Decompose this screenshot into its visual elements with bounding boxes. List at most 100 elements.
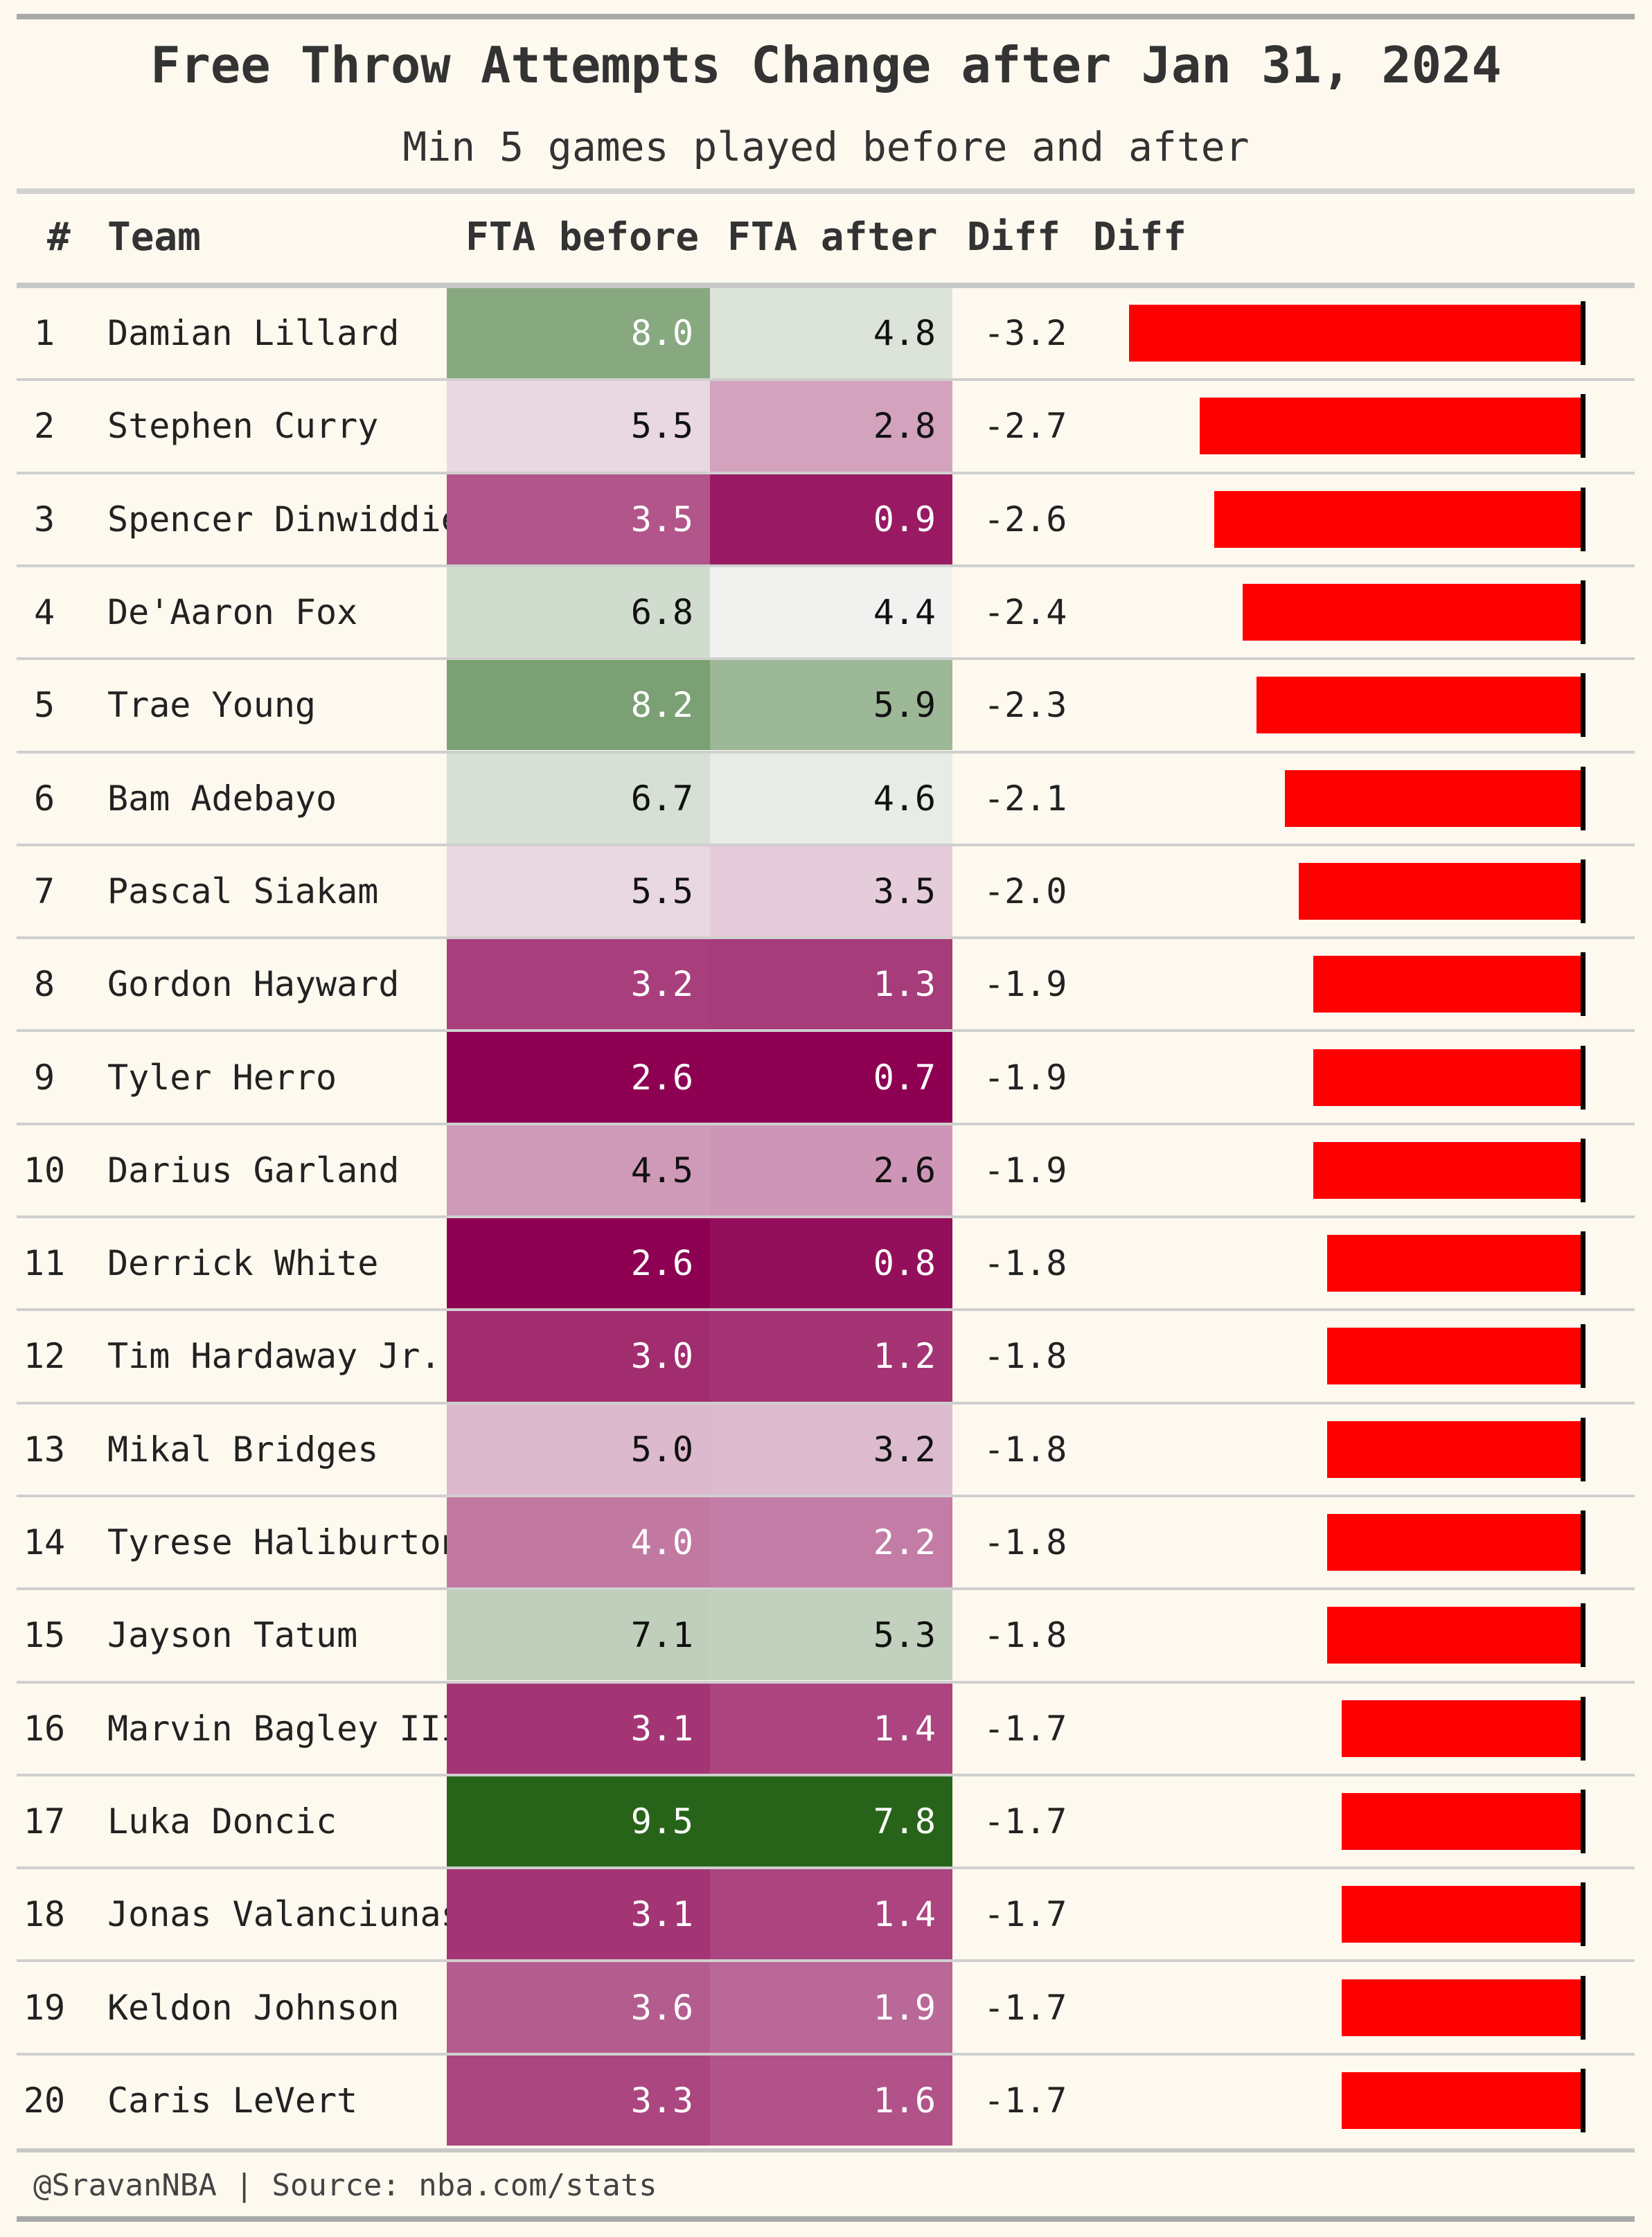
- table-row: 20 Caris LeVert 3.3 1.6 -1.7: [0, 2055, 1652, 2146]
- fta-after-cell: 1.3: [710, 939, 952, 1030]
- table-row: 14 Tyrese Haliburton 4.0 2.2 -1.8: [0, 1497, 1652, 1588]
- fta-after-cell: 0.9: [710, 474, 952, 564]
- player-name: Bam Adebayo: [107, 778, 337, 819]
- row-divider: [17, 1401, 1635, 1405]
- fta-after-cell: 5.3: [710, 1590, 952, 1681]
- zero-line: [1581, 1045, 1586, 1109]
- rank-cell: 20: [23, 2080, 66, 2121]
- row-divider: [17, 1029, 1635, 1033]
- table-row: 8 Gordon Hayward 3.2 1.3 -1.9: [0, 939, 1652, 1030]
- fta-after-cell: 4.8: [710, 288, 952, 379]
- player-name: Mikal Bridges: [107, 1429, 379, 1470]
- rank-cell: 3: [33, 499, 55, 540]
- fta-after-cell: 2.6: [710, 1125, 952, 1215]
- zero-line: [1581, 952, 1586, 1017]
- row-divider: [17, 1959, 1635, 1963]
- header-divider: [17, 283, 1635, 288]
- player-name: Tim Hardaway Jr.: [107, 1336, 441, 1377]
- zero-line: [1581, 1138, 1586, 1202]
- table-row: 13 Mikal Bridges 5.0 3.2 -1.8: [0, 1404, 1652, 1495]
- diff-value: -1.9: [984, 1057, 1067, 1098]
- diff-value: -2.6: [984, 499, 1067, 540]
- rank-cell: 8: [33, 964, 55, 1005]
- rank-cell: 13: [23, 1429, 66, 1470]
- diff-value: -2.7: [984, 406, 1067, 447]
- diff-bar: [1327, 1420, 1582, 1478]
- diff-value: -1.8: [984, 1243, 1067, 1284]
- player-name: Gordon Hayward: [107, 964, 400, 1005]
- header-team: Team: [107, 215, 201, 260]
- player-name: Caris LeVert: [107, 2080, 358, 2121]
- zero-line: [1581, 2068, 1586, 2132]
- diff-bar: [1242, 584, 1582, 641]
- fta-after-cell: 5.9: [710, 660, 952, 751]
- zero-line: [1581, 859, 1586, 923]
- rank-cell: 17: [23, 1801, 66, 1842]
- diff-bar: [1256, 677, 1582, 734]
- chart-subtitle: Min 5 games played before and after: [402, 123, 1250, 170]
- bottom-border: [17, 2216, 1635, 2222]
- diff-value: -1.8: [984, 1336, 1067, 1377]
- rank-cell: 4: [33, 592, 55, 633]
- fta-after-cell: 0.8: [710, 1218, 952, 1309]
- fta-after-cell: 1.9: [710, 1962, 952, 2053]
- diff-bar: [1341, 1979, 1582, 2036]
- zero-line: [1581, 301, 1586, 366]
- diff-value: -1.7: [984, 1894, 1067, 1935]
- player-name: Darius Garland: [107, 1150, 400, 1191]
- rank-cell: 14: [23, 1522, 66, 1563]
- diff-value: -1.7: [984, 2080, 1067, 2121]
- table-row: 3 Spencer Dinwiddie 3.5 0.9 -2.6: [0, 474, 1652, 564]
- top-border: [17, 14, 1635, 19]
- rank-cell: 16: [23, 1708, 66, 1749]
- fta-before-cell: 3.2: [447, 939, 710, 1030]
- diff-value: -2.4: [984, 592, 1067, 633]
- zero-line: [1581, 1696, 1586, 1761]
- fta-before-cell: 9.5: [447, 1776, 710, 1867]
- table-row: 6 Bam Adebayo 6.7 4.6 -2.1: [0, 753, 1652, 844]
- table-row: 11 Derrick White 2.6 0.8 -1.8: [0, 1218, 1652, 1309]
- fta-after-cell: 3.5: [710, 846, 952, 937]
- table-row: 12 Tim Hardaway Jr. 3.0 1.2 -1.8: [0, 1311, 1652, 1402]
- bottom-table-border: [17, 2148, 1635, 2153]
- diff-bar: [1327, 1328, 1582, 1385]
- fta-after-cell: 1.2: [710, 1311, 952, 1402]
- fta-before-cell: 2.6: [447, 1032, 710, 1123]
- player-name: Trae Young: [107, 685, 317, 726]
- diff-value: -1.8: [984, 1429, 1067, 1470]
- fta-before-cell: 5.5: [447, 381, 710, 472]
- zero-line: [1581, 766, 1586, 830]
- fta-after-cell: 7.8: [710, 1776, 952, 1867]
- player-name: Spencer Dinwiddie: [107, 499, 462, 540]
- diff-bar: [1299, 862, 1582, 920]
- zero-line: [1581, 394, 1586, 458]
- player-name: Stephen Curry: [107, 406, 379, 447]
- fta-before-cell: 4.5: [447, 1125, 710, 1215]
- rank-cell: 6: [33, 778, 55, 819]
- fta-before-cell: 5.0: [447, 1404, 710, 1495]
- fta-before-cell: 3.1: [447, 1683, 710, 1774]
- zero-line: [1581, 673, 1586, 738]
- rank-cell: 12: [23, 1336, 66, 1377]
- rank-cell: 11: [23, 1243, 66, 1284]
- title-divider: [17, 188, 1635, 194]
- table-row: 19 Keldon Johnson 3.6 1.9 -1.7: [0, 1962, 1652, 2053]
- diff-bar: [1341, 1700, 1582, 1757]
- diff-bar: [1341, 1886, 1582, 1943]
- player-name: Jonas Valanciunas: [107, 1894, 462, 1935]
- fta-after-cell: 2.2: [710, 1497, 952, 1588]
- row-divider: [17, 1773, 1635, 1776]
- fta-before-cell: 3.1: [447, 1869, 710, 1960]
- diff-value: -1.8: [984, 1615, 1067, 1656]
- fta-before-cell: 3.3: [447, 2055, 710, 2146]
- header-fta-after: FTA after: [727, 215, 938, 260]
- table-row: 15 Jayson Tatum 7.1 5.3 -1.8: [0, 1590, 1652, 1681]
- table-row: 10 Darius Garland 4.5 2.6 -1.9: [0, 1125, 1652, 1215]
- diff-bar: [1341, 2071, 1582, 2129]
- rank-cell: 19: [23, 1987, 66, 2028]
- fta-before-cell: 8.2: [447, 660, 710, 751]
- diff-value: -2.1: [984, 778, 1067, 819]
- table-row: 9 Tyler Herro 2.6 0.7 -1.9: [0, 1032, 1652, 1123]
- row-divider: [17, 936, 1635, 940]
